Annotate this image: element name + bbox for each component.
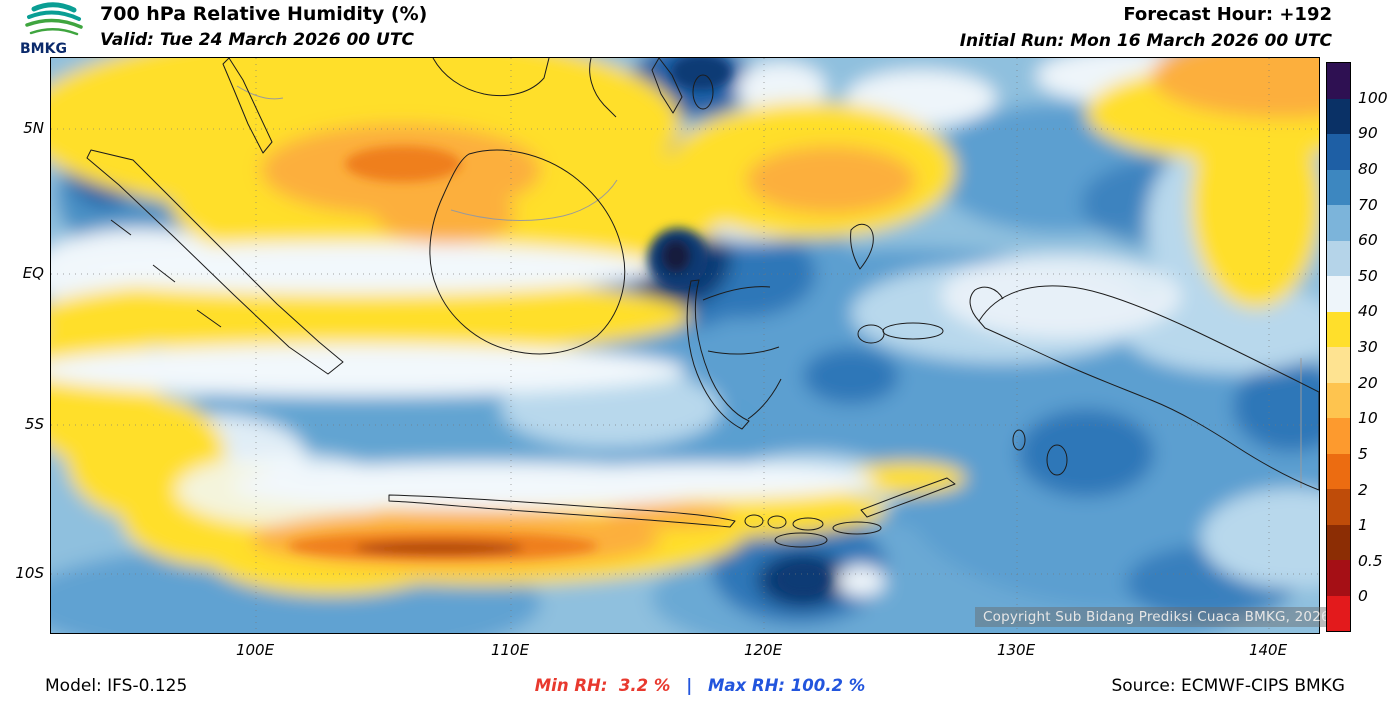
y-tick-10s: 10S bbox=[15, 564, 44, 582]
bmkg-logo-text: BMKG bbox=[20, 41, 67, 56]
bmkg-logo: BMKG bbox=[20, 2, 83, 56]
colorbar-segment bbox=[1327, 240, 1350, 276]
coastlines bbox=[86, 58, 1319, 548]
colorbar-label: 80 bbox=[1358, 159, 1378, 178]
colorbar-label: 0.5 bbox=[1358, 551, 1383, 570]
colorbar-segment bbox=[1327, 205, 1350, 241]
max-rh-label: Max RH: 100.2 % bbox=[707, 676, 866, 695]
colorbar-label: 1 bbox=[1358, 516, 1368, 535]
colorbar-label: 90 bbox=[1358, 124, 1378, 143]
colorbar-label: 20 bbox=[1358, 373, 1378, 392]
x-tick-120e: 120E bbox=[743, 641, 783, 659]
map-frame bbox=[50, 57, 1320, 634]
colorbar-segment bbox=[1327, 98, 1350, 134]
min-max-divider: | bbox=[686, 676, 693, 695]
model-label: Model: IFS-0.125 bbox=[45, 676, 188, 696]
colorbar bbox=[1326, 62, 1351, 632]
colorbar-segment bbox=[1327, 169, 1350, 205]
colorbar-segment bbox=[1327, 311, 1350, 347]
colorbar-segment bbox=[1327, 382, 1350, 418]
y-tick-5s: 5S bbox=[24, 415, 44, 433]
colorbar-labels: 100 90 80 70 60 50 40 30 20 10 5 2 1 0.5 0 bbox=[1358, 62, 1398, 632]
x-tick-140e: 140E bbox=[1248, 641, 1288, 659]
colorbar-label: 2 bbox=[1358, 480, 1368, 499]
source-label: Source: ECMWF-CIPS BMKG bbox=[1111, 676, 1345, 696]
colorbar-label: 30 bbox=[1358, 338, 1378, 356]
humidity-field bbox=[51, 58, 1319, 633]
valid-time-label: Valid: Tue 24 March 2026 00 UTC bbox=[100, 30, 414, 50]
x-tick-100e: 100E bbox=[235, 641, 275, 659]
colorbar-segment bbox=[1327, 560, 1350, 596]
colorbar-label: 100 bbox=[1358, 88, 1388, 107]
colorbar-label: 5 bbox=[1358, 444, 1368, 463]
colorbar-segment bbox=[1327, 595, 1350, 631]
colorbar-label: 50 bbox=[1358, 266, 1378, 285]
colorbar-label: 0 bbox=[1358, 587, 1368, 606]
colorbar-segment bbox=[1327, 524, 1350, 560]
colorbar-label: 70 bbox=[1358, 195, 1378, 214]
colorbar-label: 40 bbox=[1358, 302, 1378, 321]
initial-run-label: Initial Run: Mon 16 March 2026 00 UTC bbox=[959, 31, 1332, 51]
gridlines bbox=[51, 58, 1319, 633]
country-borders bbox=[236, 85, 1302, 488]
x-tick-130e: 130E bbox=[996, 641, 1036, 659]
colorbar-segment bbox=[1327, 489, 1350, 525]
map-canvas bbox=[51, 58, 1319, 633]
colorbar-segment bbox=[1327, 276, 1350, 312]
colorbar-segment bbox=[1327, 347, 1350, 383]
copyright-overlay: Copyright Sub Bidang Prediksi Cuaca BMKG… bbox=[975, 607, 1338, 627]
colorbar-segment bbox=[1327, 134, 1350, 170]
rh-extremes: Min RH: 3.2 % | Max RH: 100.2 % bbox=[0, 676, 1400, 695]
colorbar-label: 10 bbox=[1358, 409, 1378, 428]
min-rh-label: Min RH: 3.2 % bbox=[534, 676, 671, 695]
y-tick-eq: EQ bbox=[22, 264, 44, 282]
page-title: 700 hPa Relative Humidity (%) bbox=[100, 3, 428, 25]
forecast-hour-label: Forecast Hour: +192 bbox=[1123, 4, 1332, 25]
colorbar-segment bbox=[1327, 63, 1350, 99]
x-tick-110e: 110E bbox=[490, 641, 530, 659]
y-tick-5n: 5N bbox=[23, 119, 44, 137]
colorbar-label: 60 bbox=[1358, 231, 1378, 250]
humidity-extremes bbox=[288, 58, 829, 596]
colorbar-segment bbox=[1327, 453, 1350, 489]
colorbar-segment bbox=[1327, 418, 1350, 454]
